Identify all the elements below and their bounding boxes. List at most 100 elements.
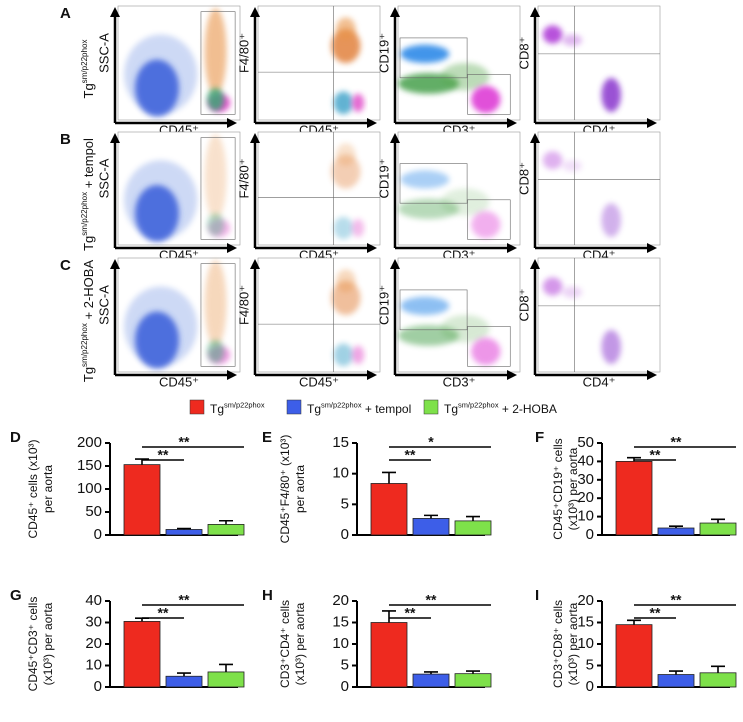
y-axis-label: CD8⁺ [516, 289, 531, 322]
cell-population [331, 28, 361, 63]
y-tick-label: 10 [332, 635, 349, 652]
flow-plot [397, 257, 521, 373]
cell-population [400, 170, 450, 189]
label: Tgsm/p22phox [80, 39, 96, 98]
cell-population [135, 185, 179, 242]
cell-population [542, 277, 563, 296]
bar [207, 671, 245, 688]
gate [467, 74, 511, 115]
legend-swatch [423, 399, 439, 415]
flow-plot [537, 257, 661, 373]
bar [454, 673, 492, 688]
bar [123, 464, 161, 536]
cell-population [400, 44, 450, 63]
bar [370, 483, 408, 536]
flow-plot [537, 5, 661, 121]
error-bar [382, 471, 396, 484]
legend-swatch [189, 399, 205, 415]
y-axis-label: CD3⁺CD4⁺ cells [278, 600, 292, 688]
y-axis-label: F4/80⁺ [236, 285, 251, 325]
label: Tgsm/p22phox [210, 400, 265, 416]
panel-letter: I [535, 587, 539, 604]
significance-label: ** [650, 605, 661, 621]
bar [412, 518, 450, 536]
y-axis-label: (x10³) per aorta [566, 447, 580, 530]
cell-population [562, 160, 582, 172]
bar [615, 624, 653, 688]
label-sup: sm/p22phox [458, 400, 499, 409]
y-axis-label: per aorta [41, 465, 55, 513]
significance-label: ** [405, 447, 416, 463]
y-tick-label: 10 [577, 508, 594, 525]
plot-frame [537, 5, 661, 121]
cell-population [333, 91, 354, 115]
cell-population [440, 63, 490, 91]
y-tick-label: 5 [586, 656, 594, 673]
error-bar [382, 610, 396, 623]
y-axis-label: CD8⁺ [516, 37, 531, 70]
panel-letter: G [10, 587, 22, 604]
y-axis-label: CD19⁺ [376, 33, 391, 73]
y-axis-label: SSC-A [96, 33, 111, 73]
y-tick-label: 100 [77, 480, 102, 497]
x-axis-label: CD45⁺ [299, 374, 339, 389]
cell-population [542, 151, 563, 170]
y-axis-label: CD45⁺CD3⁺ cells [26, 597, 40, 692]
bar [615, 460, 653, 536]
plot-frame [537, 257, 661, 373]
cell-population [440, 315, 490, 343]
error-bar [177, 527, 191, 530]
y-tick-label: 5 [341, 656, 349, 673]
label-base: Tg [81, 367, 96, 382]
label-sup: sm/p22phox [321, 400, 362, 409]
cell-population [204, 8, 227, 95]
significance-label: ** [650, 447, 661, 463]
y-tick-label: 0 [94, 678, 102, 695]
label-sup: sm/p22phox [224, 400, 265, 409]
panel-letter: A [60, 5, 71, 22]
y-tick-label: 10 [332, 465, 349, 482]
y-axis-label: (x10³) per aorta [566, 602, 580, 685]
significance-label: ** [426, 592, 437, 608]
label-suffix: + tempol [81, 138, 96, 192]
label-base: Tg [210, 402, 224, 416]
x-axis-label: CD45⁺ [159, 374, 199, 389]
label-base: Tg [81, 236, 96, 251]
y-tick-label: 200 [77, 434, 102, 451]
cell-population [351, 345, 365, 365]
y-tick-label: 20 [85, 635, 102, 652]
error-bar [669, 525, 683, 529]
y-tick-label: 0 [94, 526, 102, 543]
cell-population [601, 329, 621, 365]
error-bar [711, 518, 725, 524]
y-tick-label: 0 [341, 678, 349, 695]
flow-plot [117, 5, 241, 121]
cell-population [207, 340, 225, 363]
bar [699, 522, 737, 536]
cell-population [331, 154, 361, 189]
cell-population [351, 93, 365, 113]
gate [399, 37, 468, 79]
panel-letter: F [535, 429, 544, 446]
y-axis-label: (x10³) per aorta [293, 602, 307, 685]
bar [165, 675, 203, 688]
significance-label: * [428, 434, 434, 450]
error-bar [219, 663, 233, 672]
cell-population [207, 88, 225, 111]
legend-swatch [286, 399, 302, 415]
error-bar [627, 619, 641, 625]
bar [454, 520, 492, 536]
y-tick-label: 0 [586, 678, 594, 695]
y-tick-label: 40 [577, 452, 594, 469]
y-tick-label: 50 [577, 434, 594, 451]
significance-label: ** [158, 447, 169, 463]
label: Tgsm/p22phox + 2-HOBA [80, 260, 96, 383]
y-tick-label: 30 [577, 471, 594, 488]
y-tick-label: 0 [341, 526, 349, 543]
bar [657, 527, 695, 536]
y-axis-label: (x10³) per aorta [41, 602, 55, 685]
y-axis-label: F4/80⁺ [236, 33, 251, 73]
error-bar [177, 672, 191, 677]
label: Tgsm/p22phox + 2-HOBA [444, 400, 557, 416]
bar [657, 674, 695, 688]
